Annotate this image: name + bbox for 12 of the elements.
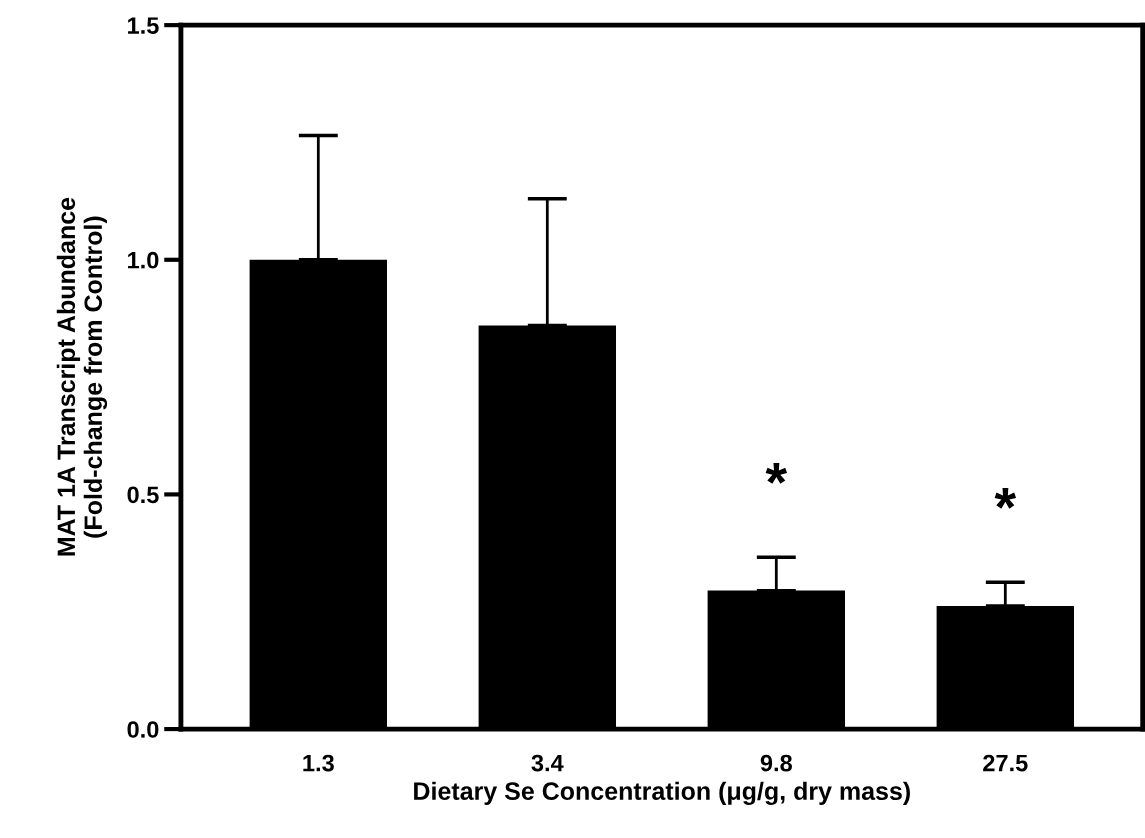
y-tick-label: 1.0 — [128, 251, 159, 269]
x-axis-title: Dietary Se Concentration (μg/g, dry mass) — [414, 781, 910, 806]
annotation: * — [994, 487, 1017, 509]
annotation: * — [765, 463, 788, 484]
x-tick-label: 1.3 — [303, 754, 334, 772]
x-tick-label: 9.8 — [760, 754, 792, 772]
y-tick-label: 0.5 — [127, 486, 159, 504]
y-tick-label: 1.5 — [128, 17, 159, 34]
x-tick-label: 3.4 — [531, 754, 564, 772]
y-tick-label: 0.0 — [127, 721, 159, 738]
x-tick-label: 27.5 — [983, 754, 1028, 772]
y-axis-title: MAT 1A Transcript Abundance (Fold-change from Control) — [56, 197, 108, 556]
